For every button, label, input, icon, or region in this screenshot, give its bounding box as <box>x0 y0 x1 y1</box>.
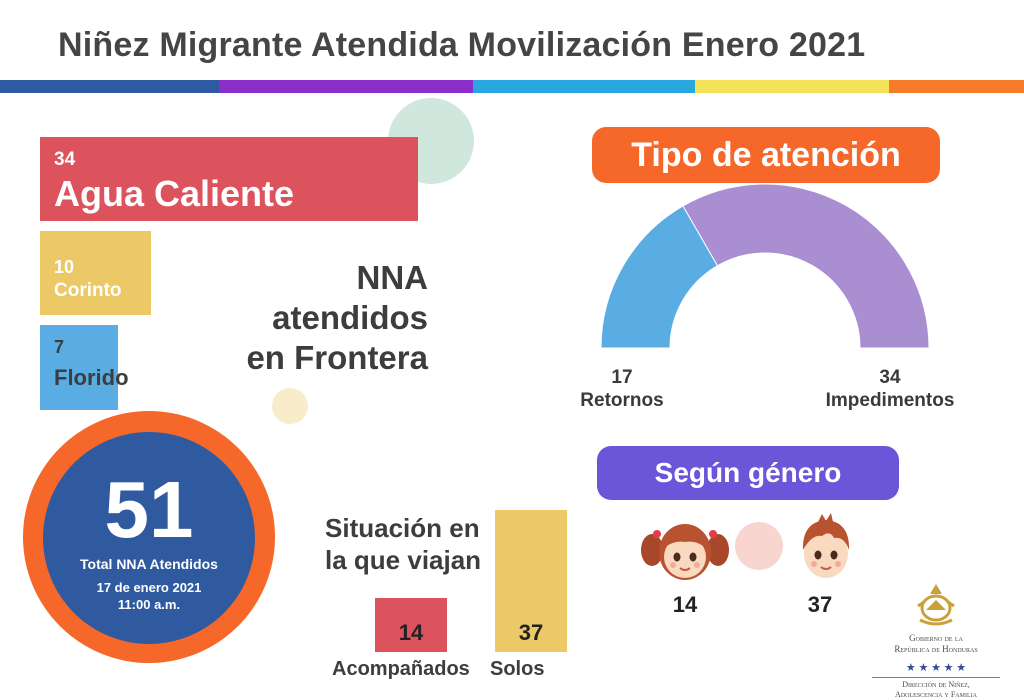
genero-heading: Según género <box>597 446 899 500</box>
stripe-segment-5 <box>889 80 1024 93</box>
impedimentos-count: 34 <box>879 367 901 388</box>
total-time: 11:00 a.m. <box>117 597 181 612</box>
total-value: 51 <box>104 465 194 554</box>
situacion-bar <box>495 510 567 652</box>
location-bar-label: Florido <box>54 365 129 390</box>
location-bar-value: 10 <box>54 257 75 277</box>
gov-logo-line4: Adolescencia y Familia <box>895 690 977 699</box>
total-circle-inner: 51 Total NNA Atendidos 17 de enero 2021 … <box>43 432 255 644</box>
situacion-bar-chart: 14 Acompañados 37 Solos <box>330 500 580 690</box>
stripe-segment-2 <box>219 80 473 93</box>
location-bar-value: 7 <box>54 337 65 357</box>
tipo-half-donut-chart <box>600 183 930 349</box>
situacion-bar-label: Solos <box>490 658 545 680</box>
location-bar-label: Agua Caliente <box>54 173 295 214</box>
page-title: Niñez Migrante Atendida Movilización Ene… <box>58 26 866 64</box>
situacion-bar-value: 37 <box>518 620 544 645</box>
total-date: 17 de enero 2021 <box>96 580 202 595</box>
frontera-heading-line-3: en Frontera <box>246 339 428 376</box>
frontera-heading: NNA atendidos en Frontera <box>222 258 428 378</box>
tipo-heading: Tipo de atención <box>592 127 940 183</box>
boys-count: 37 <box>807 592 833 617</box>
gov-logo-divider <box>872 677 1000 678</box>
gov-logo-line2: República de Honduras <box>894 644 978 654</box>
impedimentos-group: 34 Impedimentos <box>810 366 970 412</box>
stripe-segment-4 <box>695 80 889 93</box>
color-stripe <box>0 80 1024 93</box>
frontera-heading-line-1: NNA <box>356 259 429 296</box>
gov-logo-stars: ★ ★ ★ ★ ★ <box>905 662 967 674</box>
location-bar-label: Corinto <box>54 280 122 301</box>
retornos-count: 17 <box>611 367 633 388</box>
retornos-label: Retornos <box>580 390 664 411</box>
donut-slice-impedimentos <box>682 183 930 349</box>
location-bar-value: 34 <box>54 149 76 170</box>
location-bar <box>40 231 151 315</box>
stripe-segment-3 <box>473 80 695 93</box>
stripe-segment-1 <box>0 80 219 93</box>
gov-logo: Gobierno de la República de Honduras ★ ★… <box>866 580 1006 700</box>
decor-bubble-pink <box>735 522 783 570</box>
situacion-bar-label: Acompañados <box>332 658 470 680</box>
situacion-heading: Situación en la que viajan <box>325 512 481 576</box>
situacion-heading-line-2: la que viajan <box>325 545 482 575</box>
gov-logo-line1: Gobierno de la <box>909 633 963 643</box>
boy-icon <box>802 513 850 578</box>
situacion-heading-line-1: Situación en <box>325 513 480 543</box>
total-label: Total NNA Atendidos <box>80 556 218 572</box>
gov-logo-line3: Dirección de Niñez, <box>902 680 970 689</box>
decor-bubble-cream <box>272 388 308 424</box>
location-bar <box>40 325 118 410</box>
girl-icon <box>641 524 729 580</box>
frontera-heading-line-2: atendidos <box>272 299 428 336</box>
retornos-group: 17 Retornos <box>566 366 678 412</box>
location-bar-chart: 34 Agua Caliente 10 Corinto 7 Florido <box>40 137 440 417</box>
location-bar <box>40 137 418 221</box>
impedimentos-label: Impedimentos <box>825 390 955 411</box>
honduras-coat-of-arms-icon <box>917 584 955 626</box>
girls-count: 14 <box>672 592 698 617</box>
situacion-bar <box>375 598 447 652</box>
situacion-bar-value: 14 <box>398 620 424 645</box>
